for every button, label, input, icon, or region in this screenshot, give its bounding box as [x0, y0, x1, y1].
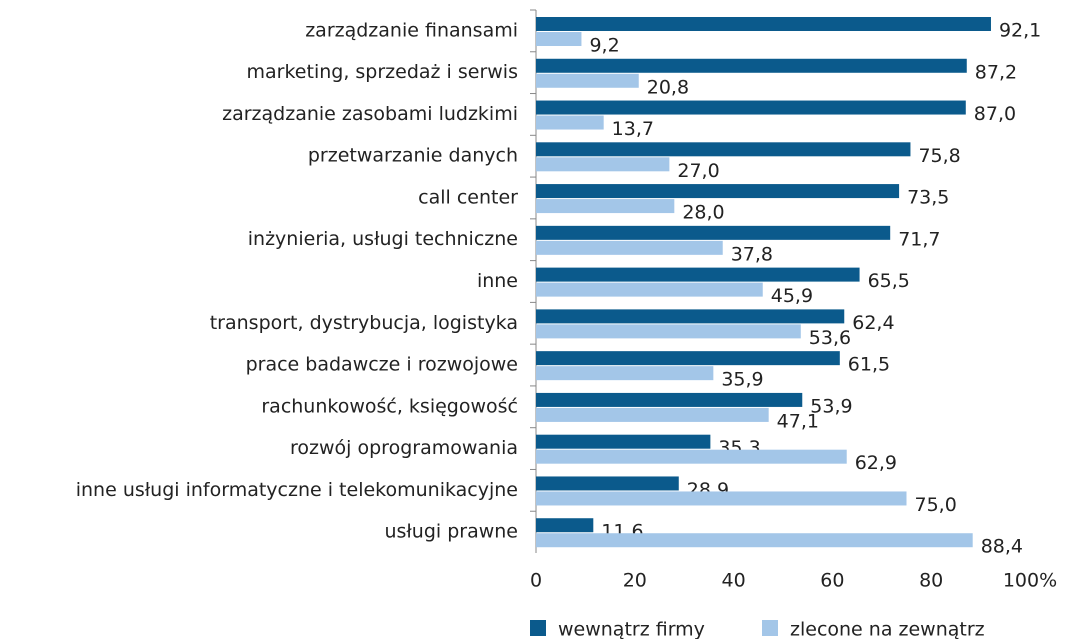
bar — [536, 491, 907, 506]
bar — [536, 533, 973, 548]
legend-swatch — [530, 620, 546, 636]
value-label: 9,2 — [589, 35, 619, 57]
bar — [536, 157, 670, 172]
bar — [536, 267, 860, 282]
value-label: 92,1 — [999, 20, 1041, 42]
bar — [536, 142, 911, 157]
value-label: 47,1 — [777, 410, 819, 432]
y-tick-label: przetwarzanie danych — [308, 145, 518, 167]
value-label: 45,9 — [771, 285, 813, 307]
value-label: 53,9 — [810, 395, 852, 417]
bar — [536, 476, 679, 491]
y-tick-label: rozwój oprogramowania — [290, 437, 518, 459]
x-tick-label: 0 — [530, 570, 542, 592]
bar — [536, 58, 967, 73]
bar — [536, 199, 675, 214]
value-label: 73,5 — [907, 187, 949, 209]
value-label: 27,0 — [677, 160, 719, 182]
value-label: 75,8 — [918, 145, 960, 167]
bar — [536, 309, 845, 324]
value-label: 87,2 — [975, 61, 1017, 83]
value-label: 62,4 — [852, 312, 894, 334]
value-label: 88,4 — [981, 536, 1023, 558]
bar — [536, 240, 723, 255]
value-label: 53,6 — [809, 327, 851, 349]
value-label: 61,5 — [848, 354, 890, 376]
bar — [536, 100, 966, 115]
value-label: 87,0 — [974, 103, 1016, 125]
bar — [536, 17, 991, 31]
y-tick-label: inżynieria, usługi techniczne — [248, 228, 518, 250]
legend-label: zlecone na zewnątrz — [790, 619, 985, 639]
y-tick-label: call center — [418, 186, 518, 208]
bar — [536, 115, 604, 130]
bar — [536, 282, 763, 297]
value-label: 13,7 — [612, 118, 654, 140]
value-label: 75,0 — [915, 494, 957, 516]
x-tick-label: 60 — [820, 570, 844, 592]
bar — [536, 449, 847, 464]
legend-swatch — [762, 620, 778, 636]
y-tick-label: usługi prawne — [384, 521, 518, 543]
value-label: 20,8 — [647, 76, 689, 98]
y-tick-label: inne usługi informatyczne i telekomunika… — [76, 479, 518, 501]
bar — [536, 518, 594, 533]
bar — [536, 434, 711, 449]
y-tick-label: zarządzanie finansami — [305, 19, 518, 41]
bar — [536, 324, 801, 339]
y-tick-label: transport, dystrybucja, logistyka — [210, 312, 518, 334]
bar — [536, 32, 582, 46]
bar — [536, 392, 803, 407]
legend-label: wewnątrz firmy — [558, 619, 705, 639]
bar — [536, 366, 714, 381]
value-label: 37,8 — [731, 243, 773, 265]
bar — [536, 225, 891, 240]
y-tick-label: marketing, sprzedaż i serwis — [247, 61, 518, 83]
bar — [536, 73, 639, 88]
x-tick-label: 20 — [623, 570, 647, 592]
value-label: 35,9 — [721, 369, 763, 391]
y-tick-label: prace badawcze i rozwojowe — [246, 354, 518, 376]
bar — [536, 351, 840, 366]
value-label: 28,0 — [682, 202, 724, 224]
value-label: 71,7 — [898, 228, 940, 250]
value-label: 65,5 — [868, 270, 910, 292]
y-tick-label: rachunkowość, księgowość — [261, 395, 518, 417]
bar — [536, 407, 769, 422]
y-tick-label: zarządzanie zasobami ludzkimi — [222, 103, 518, 125]
x-tick-label: 100% — [1003, 570, 1057, 592]
y-tick-label: inne — [477, 270, 518, 292]
value-label: 62,9 — [855, 452, 897, 474]
x-tick-label: 80 — [919, 570, 943, 592]
x-tick-label: 40 — [722, 570, 746, 592]
bar — [536, 184, 900, 199]
